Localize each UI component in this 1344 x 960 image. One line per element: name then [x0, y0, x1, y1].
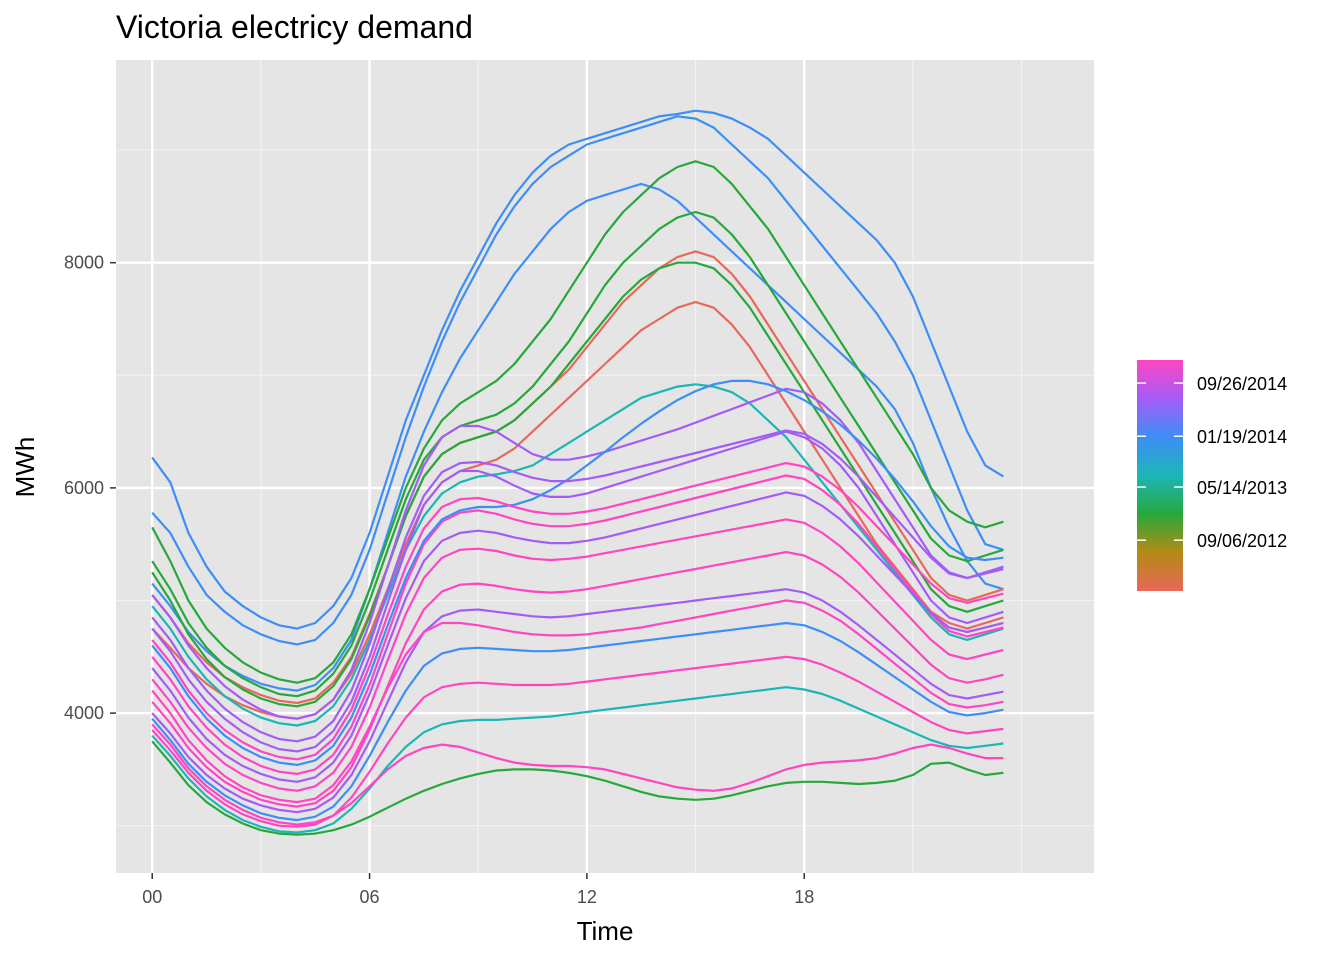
- legend-label-0: 09/26/2014: [1197, 374, 1287, 394]
- series-line-8: [151, 383, 1004, 727]
- y-axis-label: MWh: [10, 437, 40, 498]
- chart-title: Victoria electricy demand: [116, 9, 473, 45]
- series-line-16: [151, 655, 1004, 828]
- series-line-4: [151, 210, 1004, 698]
- series-line-10: [151, 430, 1004, 753]
- series-line-20: [151, 599, 1004, 804]
- y-tick-label-2: 8000: [64, 253, 104, 273]
- series-line-17: [151, 686, 1004, 834]
- series-line-15: [151, 621, 1004, 822]
- x-tick-label-3: 18: [794, 887, 814, 907]
- series-line-22: [151, 379, 1004, 767]
- y-axis-ticks: 4000 6000 8000: [64, 253, 116, 723]
- x-tick-label-0: 00: [142, 887, 162, 907]
- x-tick-label-2: 12: [577, 887, 597, 907]
- series-line-11: [151, 474, 1004, 776]
- series-line-13: [151, 550, 1004, 808]
- x-tick-label-1: 06: [360, 887, 380, 907]
- series-line-18: [151, 740, 1004, 836]
- legend-colorbar: [1137, 360, 1183, 591]
- legend-label-1: 01/19/2014: [1197, 427, 1287, 447]
- series-line-14: [151, 588, 1004, 814]
- y-tick-label-0: 4000: [64, 703, 104, 723]
- series-line-5: [151, 250, 1004, 705]
- series-line-24: [151, 429, 1004, 743]
- series-line-12: [151, 518, 1004, 792]
- series-line-0: [151, 109, 1004, 630]
- y-tick-label-1: 6000: [64, 478, 104, 498]
- series-line-19: [151, 723, 1004, 826]
- legend-label-2: 05/14/2013: [1197, 478, 1287, 498]
- series-line-23: [151, 462, 1004, 761]
- series-line-1: [151, 115, 1004, 646]
- x-axis-ticks: 00 06 12 18: [142, 873, 814, 907]
- series-line-3: [151, 160, 1004, 684]
- legend-label-3: 09/06/2012: [1197, 531, 1287, 551]
- legend: 09/26/2014 01/19/2014 05/14/2013 09/06/2012: [1137, 360, 1287, 591]
- series-line-9: [151, 387, 1004, 720]
- series-lines: [151, 109, 1004, 836]
- series-line-21: [151, 491, 1004, 783]
- legend-labels: 09/26/2014 01/19/2014 05/14/2013 09/06/2012: [1137, 374, 1287, 551]
- x-axis-label: Time: [577, 916, 634, 946]
